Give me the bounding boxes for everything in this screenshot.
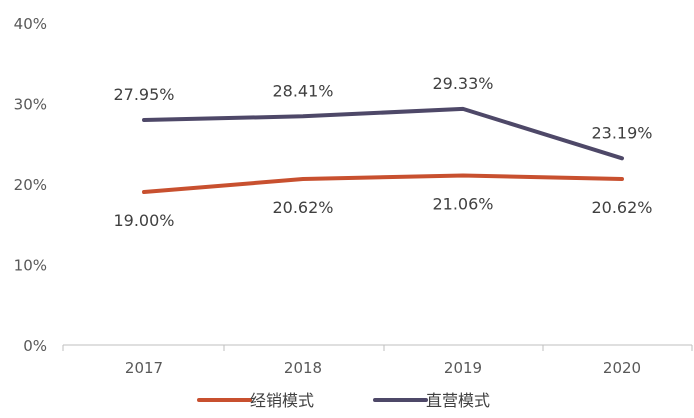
x-axis: 2017 2018 2019 2020 bbox=[62, 344, 693, 377]
legend: 经销模式 直营模式 bbox=[197, 391, 490, 410]
y-tick-label: 40% bbox=[14, 15, 47, 33]
series-line-1 bbox=[142, 173, 624, 195]
y-tick-label: 30% bbox=[14, 96, 47, 114]
series-line-2 bbox=[142, 106, 624, 161]
y-tick-label: 0% bbox=[23, 337, 47, 355]
y-axis: 0% 10% 20% 30% 40% bbox=[14, 15, 47, 355]
data-label: 19.00% bbox=[113, 211, 174, 230]
x-tick-label: 2018 bbox=[284, 359, 322, 377]
legend-label: 经销模式 bbox=[250, 391, 314, 410]
x-tick-label: 2020 bbox=[603, 359, 641, 377]
series-layer bbox=[142, 106, 624, 195]
data-label: 27.95% bbox=[113, 85, 174, 104]
y-tick-label: 20% bbox=[14, 176, 47, 194]
data-label: 20.62% bbox=[591, 198, 652, 217]
legend-label: 直营模式 bbox=[426, 391, 490, 410]
x-tick-label: 2017 bbox=[125, 359, 163, 377]
y-tick-label: 10% bbox=[14, 257, 47, 275]
data-labels: 19.00% 20.62% 21.06% 20.62% 27.95% 28.41% 29.3… bbox=[113, 74, 652, 230]
data-label: 29.33% bbox=[432, 74, 493, 93]
data-label: 21.06% bbox=[432, 194, 493, 213]
data-label: 23.19% bbox=[591, 123, 652, 142]
data-label: 20.62% bbox=[272, 198, 333, 217]
data-label: 28.41% bbox=[272, 81, 333, 100]
x-tick-label: 2019 bbox=[444, 359, 482, 377]
